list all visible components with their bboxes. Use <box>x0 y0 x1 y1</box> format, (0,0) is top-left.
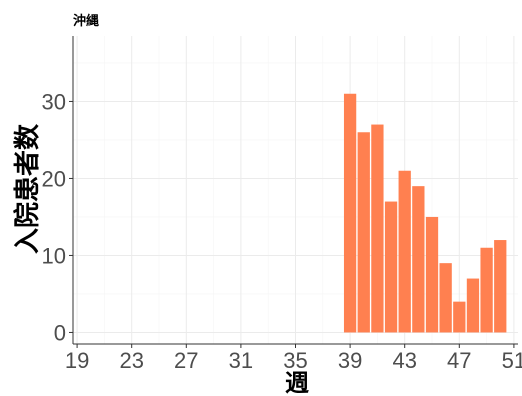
y-tick-label: 20 <box>42 166 66 191</box>
bar <box>371 124 384 333</box>
x-tick-label: 43 <box>392 348 416 373</box>
bar <box>494 240 507 333</box>
ticks: 19 23 27 31 35 39 43 47 51 0 10 20 30 <box>42 89 522 373</box>
chart-title: 沖縄 <box>73 13 99 29</box>
x-tick-label: 47 <box>447 348 471 373</box>
x-tick-label: 23 <box>119 348 143 373</box>
bar <box>357 132 370 333</box>
x-tick-label: 51 <box>502 348 522 373</box>
bar <box>425 216 439 333</box>
bar <box>439 263 452 333</box>
x-tick-label: 39 <box>338 348 362 373</box>
y-axis-title: 入院患者数 <box>12 123 43 254</box>
bar <box>412 186 425 333</box>
x-tick-label: 27 <box>174 348 198 373</box>
x-axis-title: 週 <box>285 369 309 396</box>
x-tick-label: 31 <box>229 348 253 373</box>
x-tick-label: 19 <box>65 348 89 373</box>
bar <box>398 170 411 333</box>
x-tick-label: 35 <box>283 348 307 373</box>
bar <box>343 93 357 333</box>
bars <box>343 93 507 333</box>
bar <box>384 201 398 333</box>
y-tick-label: 30 <box>42 89 66 114</box>
bar <box>453 301 466 333</box>
y-tick-label: 0 <box>54 320 66 345</box>
y-tick-label: 10 <box>42 243 66 268</box>
bar <box>480 247 493 333</box>
bar <box>466 278 480 333</box>
